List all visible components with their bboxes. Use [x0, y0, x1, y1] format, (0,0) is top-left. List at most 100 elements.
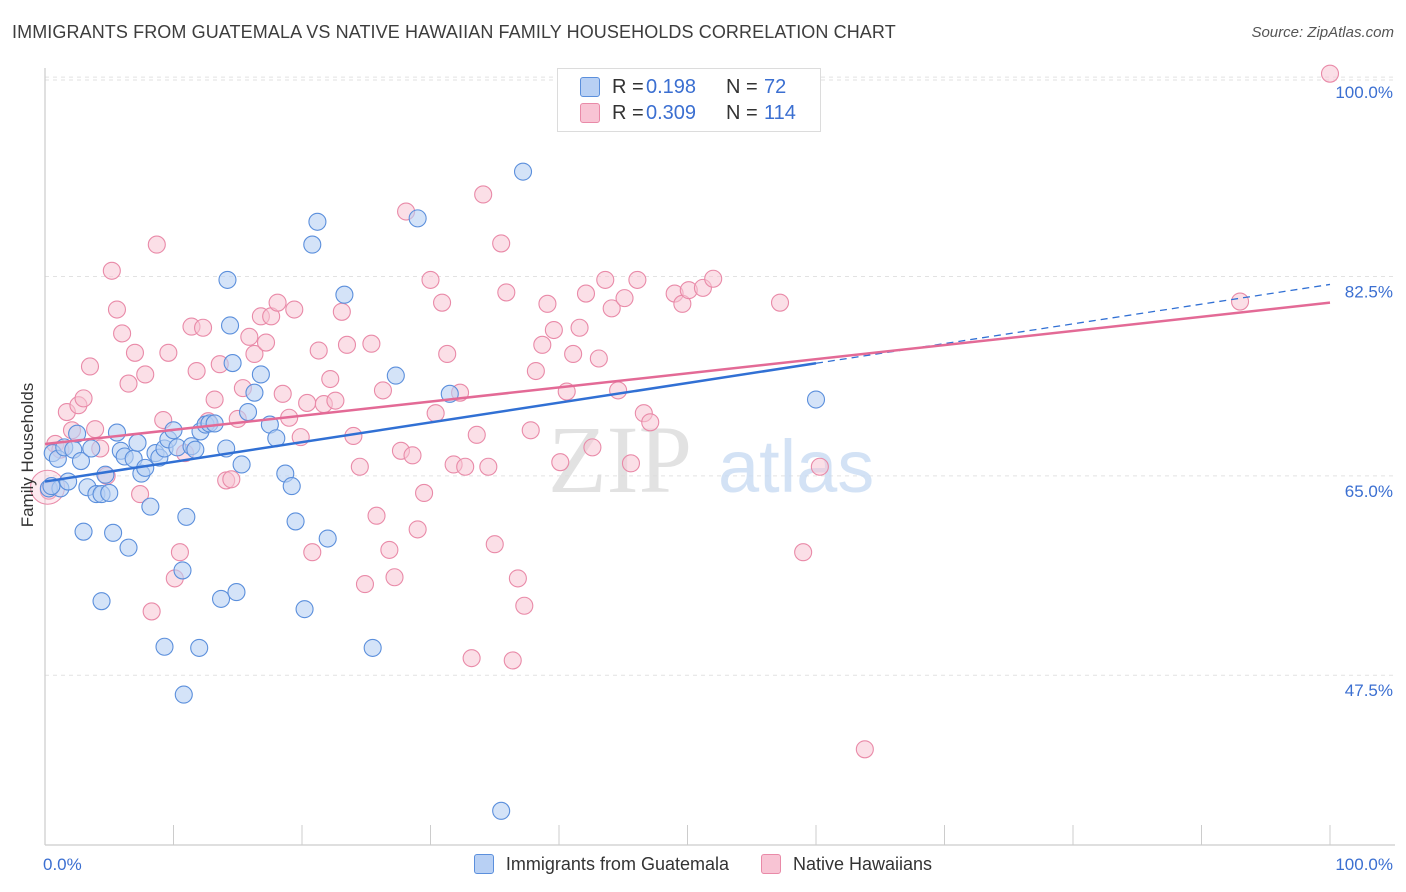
legend-item-guatemala[interactable]: Immigrants from Guatemala	[473, 853, 729, 875]
data-point-native-hawaiians	[492, 234, 511, 253]
data-point-guatemala	[238, 403, 258, 422]
n-value: 72	[764, 75, 787, 98]
data-point-native-hawaiians	[240, 327, 259, 346]
data-point-native-hawaiians	[583, 438, 602, 457]
trend-guatemala-solid	[44, 362, 817, 483]
data-point-guatemala	[107, 423, 127, 442]
data-point-native-hawaiians	[485, 535, 504, 554]
data-point-guatemala	[220, 316, 240, 335]
data-point-native-hawaiians	[421, 270, 440, 289]
data-point-guatemala	[223, 354, 242, 373]
y-tick-label: 65.0%	[1345, 482, 1393, 501]
data-point-native-hawaiians	[794, 543, 813, 562]
r-value: 0.198	[646, 75, 697, 98]
data-point-native-hawaiians	[142, 602, 161, 621]
data-point-native-hawaiians	[159, 343, 178, 362]
stats-legend: R = 0.198 N = 72 R = 0.309 N = 114	[557, 68, 821, 132]
watermark-zip: ZIP	[548, 406, 692, 513]
n-label: N =	[726, 101, 758, 124]
chart-title: IMMIGRANTS FROM GUATEMALA VS NATIVE HAWA…	[12, 22, 896, 42]
data-point-native-hawaiians	[596, 270, 615, 289]
x-tick-label: 100.0%	[1335, 855, 1393, 874]
data-point-native-hawaiians	[298, 393, 317, 412]
data-point-native-hawaiians	[433, 293, 452, 312]
data-point-native-hawaiians	[362, 334, 381, 353]
data-point-guatemala	[245, 383, 264, 402]
data-point-native-hawaiians	[544, 320, 563, 340]
legend-label-guatemala: Immigrants from Guatemala	[505, 853, 729, 874]
data-point-guatemala	[96, 465, 115, 484]
data-point-native-hawaiians	[403, 446, 422, 465]
data-point-native-hawaiians	[187, 361, 206, 381]
data-point-native-hawaiians	[462, 649, 481, 668]
data-point-native-hawaiians	[1320, 64, 1340, 83]
legend-label-hawaiians: Native Hawaiians	[793, 853, 933, 874]
data-point-native-hawaiians	[136, 365, 155, 384]
axes	[44, 68, 1395, 846]
data-point-guatemala	[177, 507, 196, 526]
legend-swatch-guatemala	[473, 854, 494, 874]
data-point-guatemala	[286, 512, 305, 531]
data-point-native-hawaiians	[350, 457, 369, 476]
data-point-native-hawaiians	[515, 596, 534, 615]
trend-lines	[44, 283, 1331, 483]
data-point-native-hawaiians	[205, 390, 224, 409]
data-point-guatemala	[513, 162, 533, 181]
data-point-native-hawaiians	[321, 369, 340, 389]
legend-swatch-hawaiians	[580, 103, 600, 123]
data-point-guatemala	[308, 212, 327, 231]
y-tick-label: 100.0%	[1335, 83, 1393, 102]
data-point-guatemala	[74, 522, 93, 541]
data-point-native-hawaiians	[426, 404, 445, 423]
data-point-native-hawaiians	[570, 318, 589, 337]
data-point-native-hawaiians	[508, 569, 527, 588]
data-point-native-hawaiians	[770, 293, 790, 312]
data-point-native-hawaiians	[337, 335, 357, 354]
data-point-guatemala	[104, 523, 123, 542]
data-point-native-hawaiians	[474, 185, 493, 204]
data-point-native-hawaiians	[326, 391, 345, 410]
data-point-guatemala	[282, 477, 301, 496]
data-point-native-hawaiians	[855, 740, 874, 759]
data-point-native-hawaiians	[615, 289, 634, 308]
data-point-guatemala	[232, 455, 251, 474]
data-point-native-hawaiians	[147, 235, 166, 254]
data-point-native-hawaiians	[609, 381, 628, 400]
data-point-native-hawaiians	[367, 506, 386, 525]
watermark-atlas: atlas	[718, 425, 874, 508]
gridlines	[45, 76, 1395, 676]
data-point-native-hawaiians	[456, 457, 475, 476]
data-point-guatemala	[92, 592, 111, 611]
data-point-native-hawaiians	[355, 575, 375, 594]
data-point-guatemala	[128, 433, 147, 452]
data-point-guatemala	[251, 365, 270, 384]
data-point-native-hawaiians	[256, 333, 276, 352]
data-point-guatemala	[335, 285, 354, 304]
data-point-native-hawaiians	[86, 420, 105, 439]
series-legend: Immigrants from Guatemala Native Hawaiia…	[0, 851, 1406, 877]
data-point-native-hawaiians	[810, 457, 829, 476]
data-point-guatemala	[408, 209, 427, 228]
data-point-guatemala	[218, 270, 237, 289]
legend-item-hawaiians[interactable]: Native Hawaiians	[761, 854, 932, 875]
r-value: 0.309	[646, 101, 697, 124]
data-point-native-hawaiians	[119, 374, 138, 393]
data-point-guatemala	[227, 583, 246, 602]
data-point-guatemala	[492, 801, 511, 820]
data-point-native-hawaiians	[533, 335, 552, 354]
data-point-native-hawaiians	[131, 485, 150, 504]
data-point-native-hawaiians	[309, 341, 328, 360]
data-point-guatemala	[295, 600, 314, 619]
data-point-native-hawaiians	[503, 651, 522, 670]
data-point-native-hawaiians	[438, 344, 457, 363]
data-point-guatemala	[211, 589, 231, 608]
data-point-native-hawaiians	[479, 457, 498, 476]
data-point-native-hawaiians	[551, 453, 570, 472]
data-point-native-hawaiians	[102, 261, 121, 280]
x-tick-label: 0.0%	[43, 855, 82, 874]
data-point-native-hawaiians	[113, 324, 132, 343]
data-point-native-hawaiians	[268, 293, 287, 312]
data-point-native-hawaiians	[80, 357, 100, 376]
data-point-native-hawaiians	[538, 294, 557, 313]
